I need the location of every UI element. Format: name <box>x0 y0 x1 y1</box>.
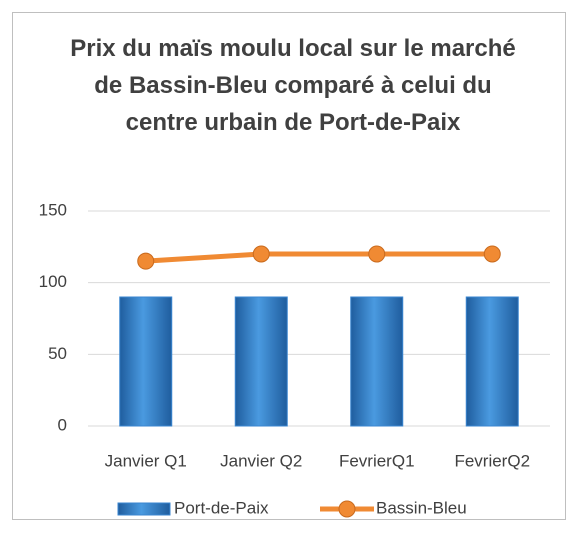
bar <box>234 296 288 427</box>
x-tick-label: FevrierQ2 <box>454 451 530 470</box>
y-tick-label: 100 <box>39 272 67 291</box>
line-marker <box>368 245 386 263</box>
y-tick-label: 150 <box>39 200 67 219</box>
x-tick-label: Janvier Q2 <box>220 451 302 470</box>
line-marker <box>252 245 270 263</box>
legend-swatch <box>117 502 171 516</box>
bar <box>465 296 519 427</box>
chart-title: Prix du maïs moulu local sur le marché d… <box>70 35 516 136</box>
x-tick-label: Janvier Q1 <box>105 451 187 470</box>
bar <box>119 296 173 427</box>
y-tick-label: 50 <box>48 344 67 363</box>
legend-swatch <box>338 500 356 518</box>
legend-label: Port-de-Paix <box>174 498 269 517</box>
bar <box>350 296 404 427</box>
chart-frame <box>12 12 566 520</box>
line-marker <box>137 252 155 270</box>
line <box>145 251 493 264</box>
y-tick-label: 0 <box>58 415 67 434</box>
legend-label: Bassin-Bleu <box>376 498 467 517</box>
line-marker <box>483 245 501 263</box>
x-tick-label: FevrierQ1 <box>339 451 415 470</box>
